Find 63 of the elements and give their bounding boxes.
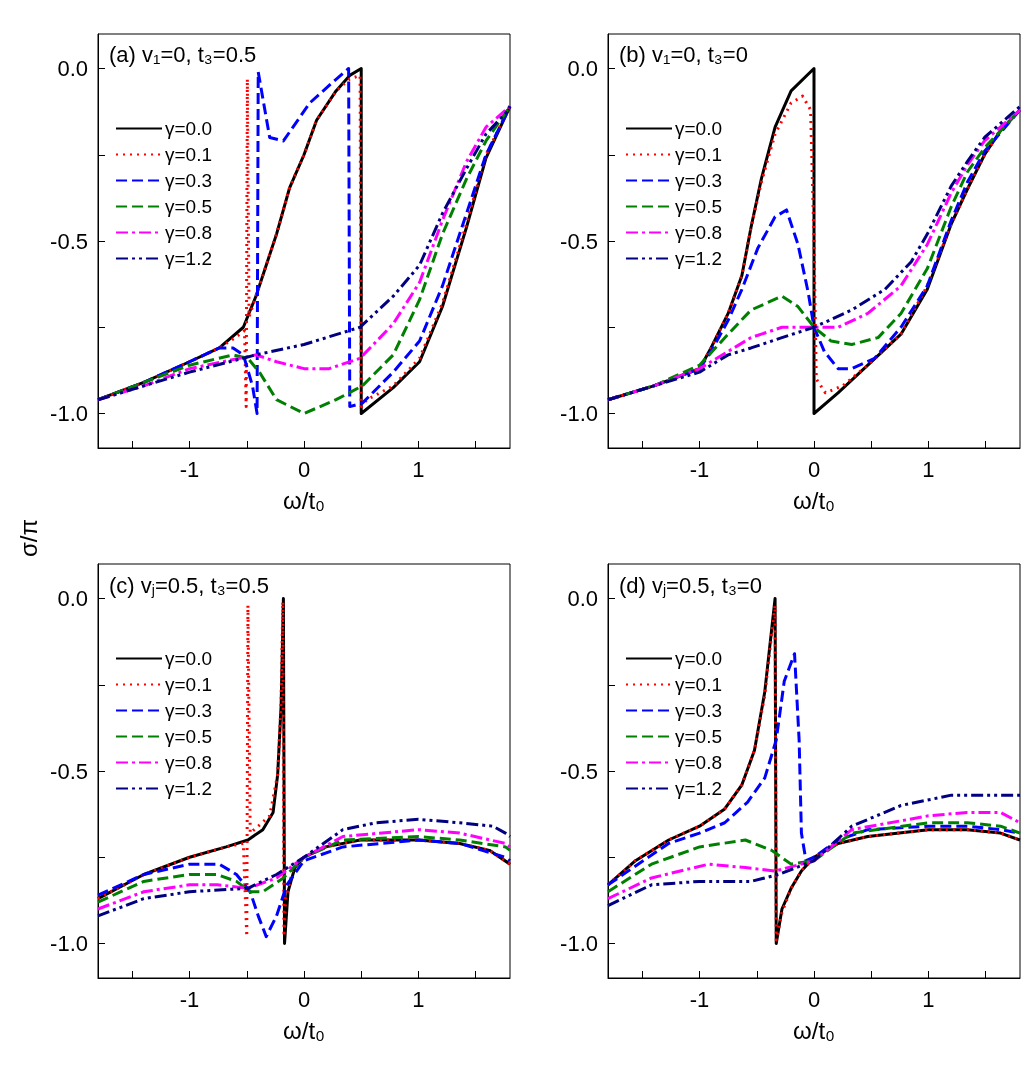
x-axis-title: ω/t₀	[282, 1016, 326, 1044]
legend-label: γ=0.3	[165, 700, 213, 721]
y-tick-label: -1.0	[50, 401, 88, 426]
x-tick-label: 1	[922, 986, 935, 1012]
legend-label: γ=0.1	[675, 144, 723, 165]
legend-label: γ=0.8	[165, 222, 213, 243]
y-axis-title: σ/π	[14, 518, 43, 560]
legend-label: γ=0.1	[165, 674, 213, 695]
chart-title: (c) vj=0.5, t₃=0.5	[109, 572, 270, 598]
legend-label: γ=0.5	[165, 726, 213, 747]
legend-label: γ=0.8	[165, 752, 213, 773]
legend-label: γ=0.1	[675, 674, 723, 695]
legend-label: γ=0.0	[675, 648, 723, 669]
legend-label: γ=1.2	[165, 778, 213, 799]
y-tick-label: -1.0	[560, 931, 598, 956]
line-series	[96, 838, 512, 939]
y-tick-label: 0.0	[567, 586, 598, 611]
legend-label: γ=1.2	[675, 248, 723, 269]
legend-label: γ=0.8	[675, 222, 723, 243]
x-tick-label: 1	[412, 986, 425, 1012]
chart-title: (d) vj=0.5, t₃=0	[619, 572, 762, 598]
legend-label: γ=0.8	[675, 752, 723, 773]
legend-label: γ=1.2	[675, 778, 723, 799]
legend-label: γ=1.2	[165, 248, 213, 269]
x-tick-label: 0	[807, 456, 821, 482]
x-tick-label: -1	[689, 456, 710, 482]
y-tick-label: -1.0	[50, 931, 88, 956]
legend-label: γ=0.0	[675, 118, 723, 139]
y-tick-label: -0.5	[560, 228, 598, 254]
x-axis-title: ω/t₀	[792, 1016, 836, 1044]
legend-label: γ=0.1	[165, 144, 213, 165]
legend-label: γ=0.3	[675, 170, 723, 191]
chart-title: (a) v₁=0, t₃=0.5	[109, 41, 257, 67]
x-tick-label: 1	[412, 456, 425, 482]
x-axis-title: ω/t₀	[282, 486, 326, 514]
line-series	[606, 810, 1022, 901]
y-tick-label: -0.5	[560, 758, 598, 784]
legend-label: γ=0.3	[675, 700, 723, 721]
x-tick-label: 0	[807, 986, 821, 1012]
x-tick-label: -1	[179, 986, 200, 1012]
legend-label: γ=0.0	[165, 118, 213, 139]
x-tick-label: -1	[689, 986, 710, 1012]
line-series	[96, 817, 512, 918]
y-tick-label: -0.5	[50, 228, 88, 254]
legend-label: γ=0.5	[675, 726, 723, 747]
line-series	[96, 828, 512, 911]
x-tick-label: 1	[922, 456, 935, 482]
line-series	[606, 821, 1022, 894]
x-axis-title: ω/t₀	[792, 486, 836, 514]
y-tick-label: 0.0	[57, 586, 88, 611]
x-tick-label: 0	[297, 456, 311, 482]
x-tick-label: -1	[179, 456, 200, 482]
x-tick-label: 0	[297, 986, 311, 1012]
legend-label: γ=0.5	[165, 196, 213, 217]
legend-label: γ=0.5	[675, 196, 723, 217]
legend-label: γ=0.3	[165, 170, 213, 191]
y-tick-label: -1.0	[560, 401, 598, 426]
y-tick-label: -0.5	[50, 758, 88, 784]
y-tick-label: 0.0	[567, 56, 598, 81]
line-series	[96, 835, 512, 904]
chart-title: (b) v₁=0, t₃=0	[619, 41, 748, 67]
legend-label: γ=0.0	[165, 648, 213, 669]
y-tick-label: 0.0	[57, 56, 88, 81]
